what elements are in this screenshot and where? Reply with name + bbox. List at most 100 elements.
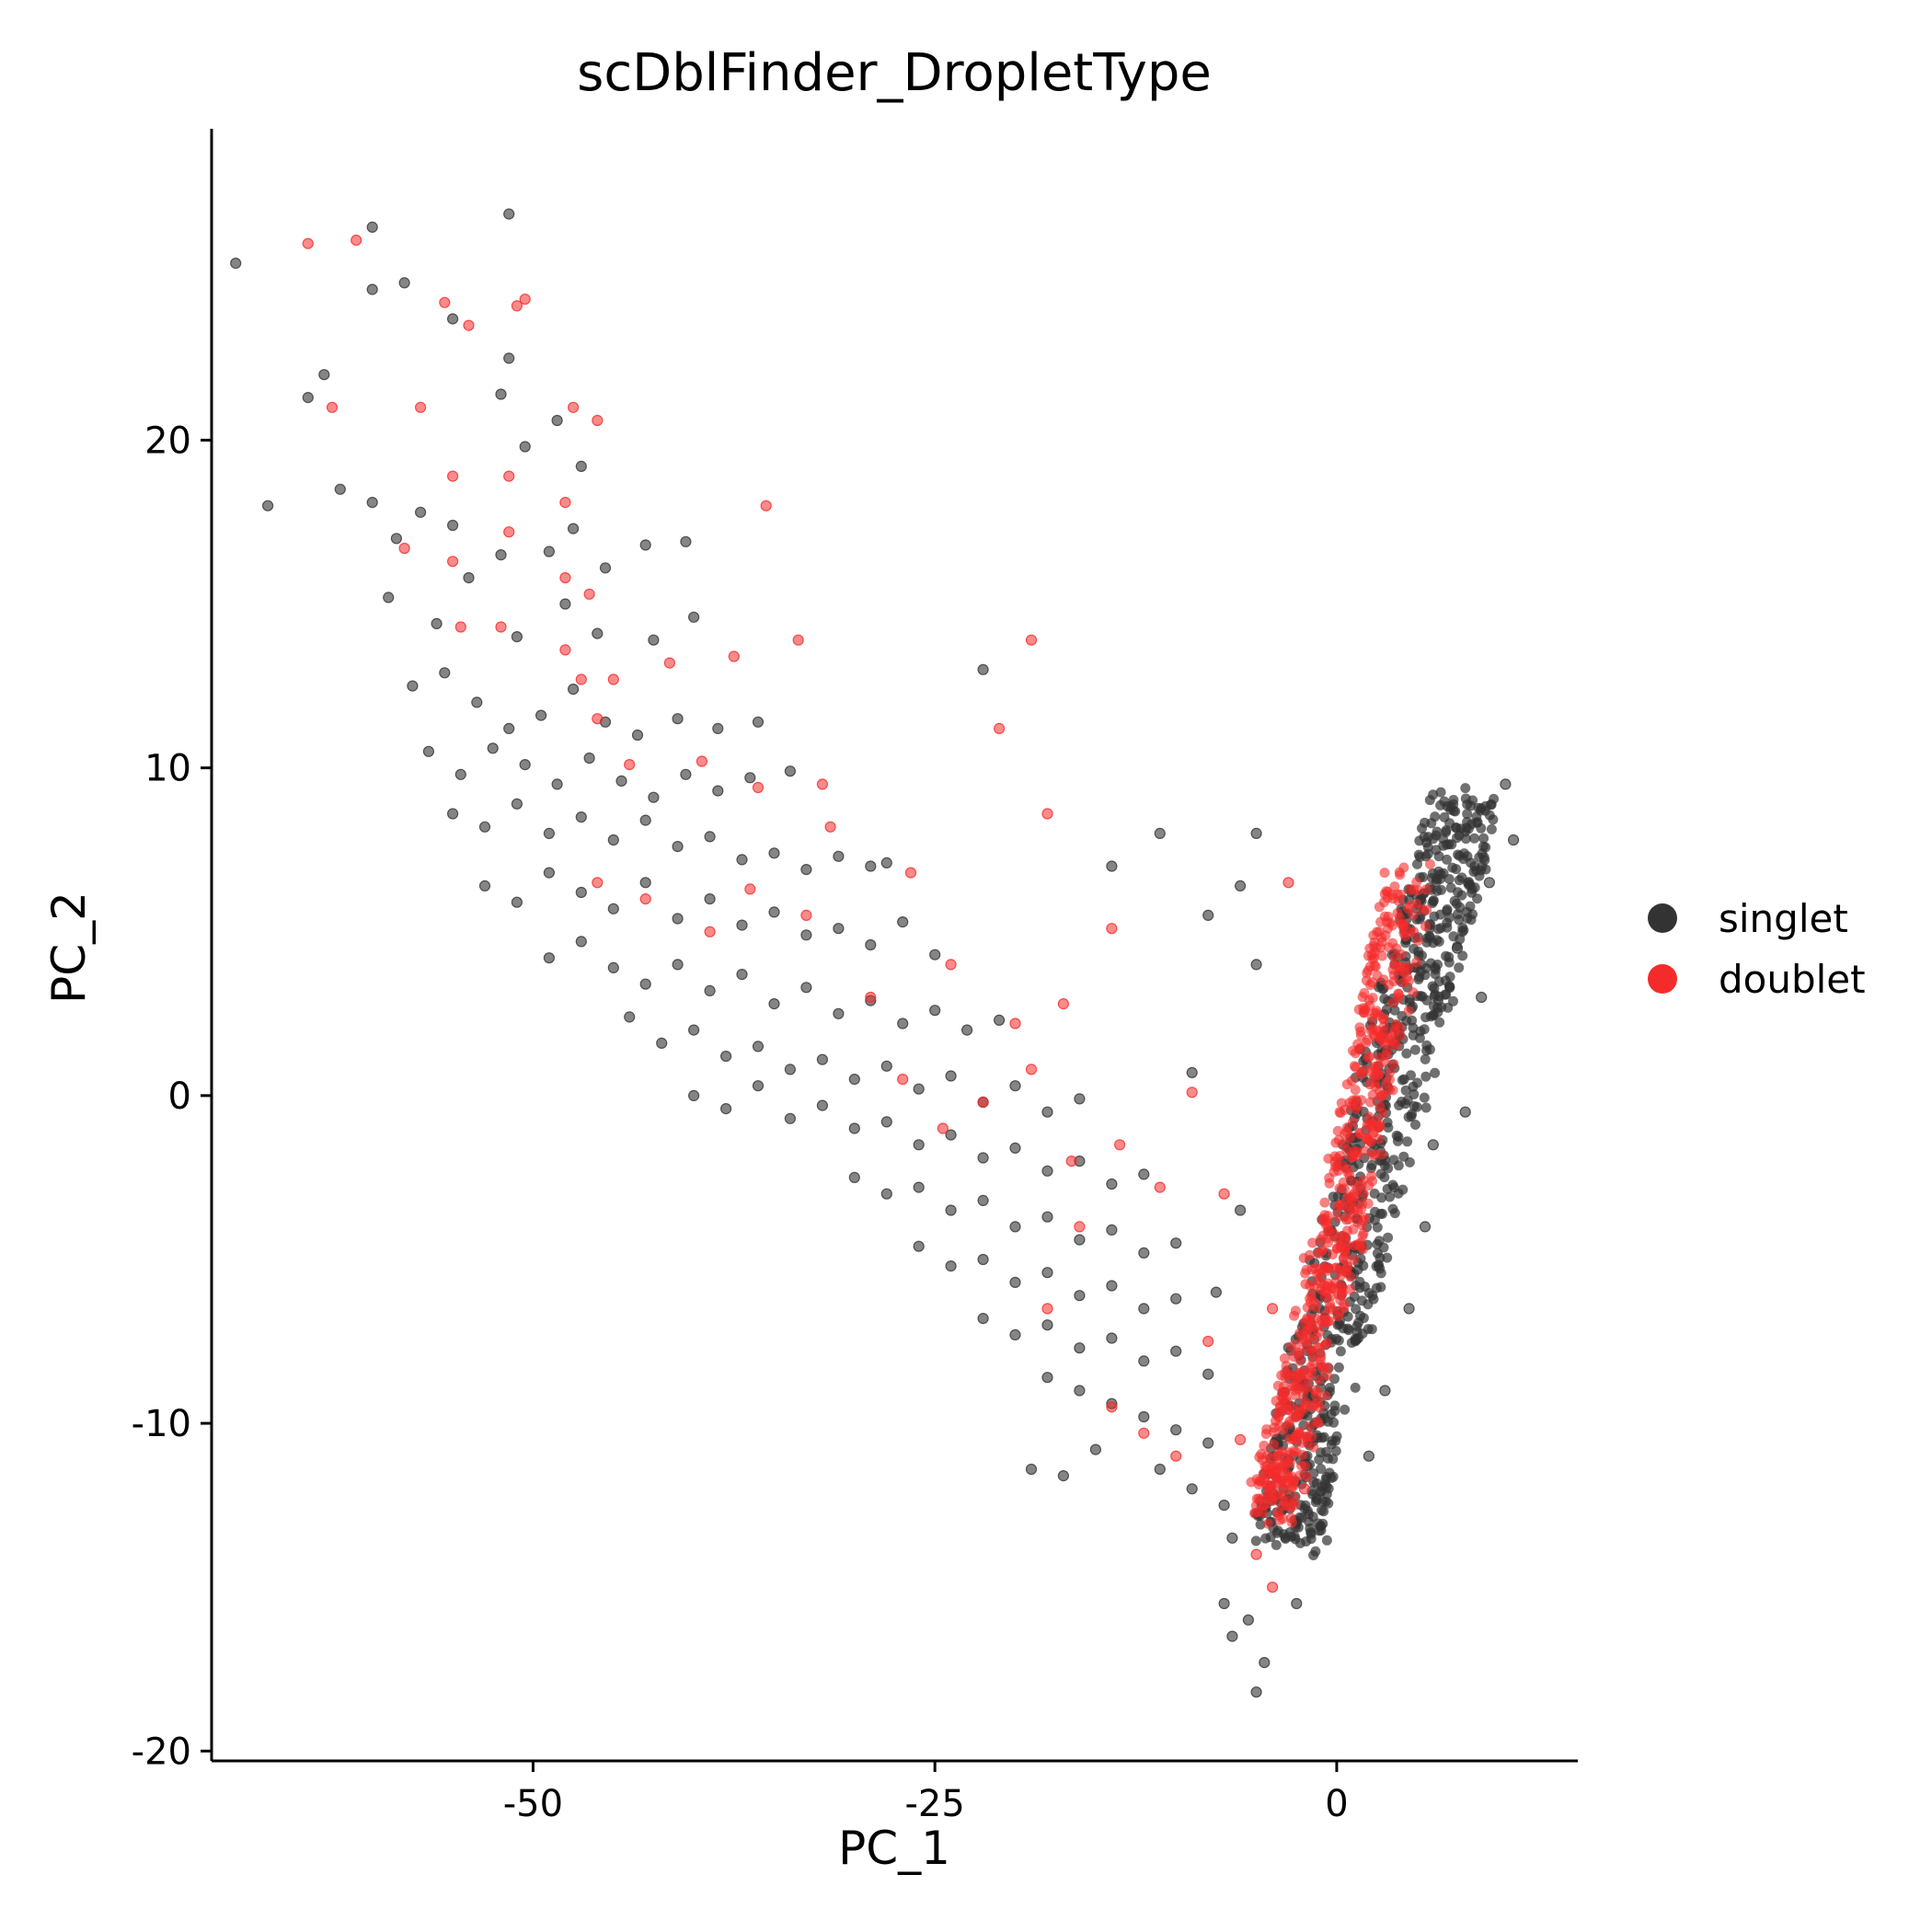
singlet-point (559, 598, 571, 610)
doublet-point (1390, 1018, 1401, 1029)
singlet-point (543, 546, 556, 558)
singlet-point (1382, 1252, 1393, 1263)
doublet-point (1288, 1434, 1299, 1445)
singlet-point (1138, 1303, 1150, 1315)
doublet-point (1300, 1279, 1311, 1290)
doublet-point (1259, 1440, 1270, 1451)
singlet-point (1441, 825, 1452, 835)
singlet-point (1186, 1483, 1198, 1495)
singlet-point (575, 811, 587, 823)
doublet-point (1065, 1155, 1077, 1167)
singlet-point (511, 896, 523, 908)
doublet-point (1252, 1507, 1263, 1518)
singlet-point (431, 617, 443, 630)
doublet-point (1269, 1422, 1280, 1433)
singlet-point (495, 548, 507, 561)
singlet-point (744, 772, 756, 784)
singlet-point (897, 1018, 909, 1029)
singlet-point (1259, 1656, 1271, 1669)
doublet-point (1202, 1335, 1214, 1348)
singlet-point (1478, 833, 1489, 844)
singlet-point (1379, 994, 1390, 1005)
doublet-point (1346, 1075, 1357, 1087)
doublet-point (1349, 1061, 1360, 1072)
doublet-point (1357, 1199, 1367, 1210)
doublet-point (1387, 1085, 1398, 1096)
singlet-point (719, 1102, 732, 1115)
doublet-point (1154, 1181, 1166, 1193)
singlet-point (639, 539, 651, 551)
singlet-point (1424, 1044, 1435, 1055)
singlet-point (1242, 1614, 1255, 1626)
singlet-point (1074, 1342, 1086, 1354)
doublet-point (1285, 1502, 1296, 1513)
singlet-point (1363, 1288, 1374, 1298)
singlet-point (977, 1152, 989, 1164)
singlet-point (471, 696, 483, 708)
singlet-point (1226, 1630, 1238, 1642)
doublet-point (1281, 1456, 1292, 1467)
singlet-point (519, 441, 531, 453)
singlet-point (1138, 1410, 1150, 1423)
singlet-point (1462, 817, 1473, 827)
doublet-point (1315, 1268, 1326, 1279)
singlet-point (1404, 997, 1415, 1008)
singlet-point (1411, 1101, 1422, 1112)
doublet-point (1388, 1059, 1399, 1070)
legend-swatch-doublet (1648, 964, 1677, 994)
singlet-point (1430, 1067, 1441, 1078)
singlet-point (383, 592, 395, 604)
doublet-point (1301, 1431, 1312, 1442)
singlet-point (1420, 1012, 1432, 1023)
doublet-point (1358, 1189, 1369, 1199)
doublet-point (1286, 1517, 1297, 1528)
singlet-point (913, 1240, 925, 1252)
doublet-point (1354, 1127, 1365, 1138)
doublet-point (1409, 926, 1420, 937)
doublet-point (1403, 1006, 1414, 1017)
doublet-point (1272, 1380, 1283, 1391)
series-singlet (230, 208, 1520, 1698)
singlet-point (1459, 1106, 1471, 1118)
singlet-point (1330, 1445, 1341, 1456)
singlet-point (1350, 1336, 1361, 1347)
doublet-point (1298, 1252, 1309, 1263)
singlet-point (390, 533, 402, 545)
singlet-point (704, 984, 716, 997)
doublet-point (1358, 1228, 1369, 1239)
singlet-point (687, 1089, 700, 1102)
doublet-point (1323, 1225, 1334, 1236)
singlet-point (1271, 1539, 1282, 1550)
singlet-point (897, 915, 909, 928)
singlet-point (1433, 851, 1444, 862)
doublet-point (937, 1122, 949, 1134)
doublet-point (1268, 1495, 1279, 1506)
doublet-point (1387, 997, 1398, 1008)
x-tick-label: 0 (1325, 1783, 1348, 1825)
singlet-point (913, 1181, 925, 1193)
doublet-point (1294, 1470, 1305, 1481)
singlet-point (1009, 1080, 1021, 1092)
singlet-point (880, 1116, 892, 1128)
singlet-point (687, 1024, 700, 1036)
doublet-point (1369, 960, 1380, 972)
singlet-point (1484, 810, 1495, 821)
doublet-point (1278, 1424, 1289, 1435)
singlet-point (1443, 874, 1455, 884)
doublet-point (1138, 1427, 1150, 1439)
doublet-point (1265, 1454, 1276, 1464)
doublet-point (1389, 960, 1400, 971)
singlet-point (1419, 1221, 1432, 1233)
singlet-point (1480, 800, 1491, 811)
singlet-point (1320, 1474, 1331, 1485)
singlet-point (1447, 862, 1458, 873)
series-doublet (302, 235, 1435, 1593)
doublet-point (592, 713, 604, 725)
doublet-point (1316, 1278, 1327, 1289)
singlet-point (1202, 1437, 1214, 1449)
doublet-point (1389, 1027, 1400, 1038)
doublet-point (1374, 1069, 1385, 1080)
doublet-point (1378, 974, 1389, 985)
doublet-point (816, 778, 829, 790)
singlet-point (447, 519, 459, 532)
